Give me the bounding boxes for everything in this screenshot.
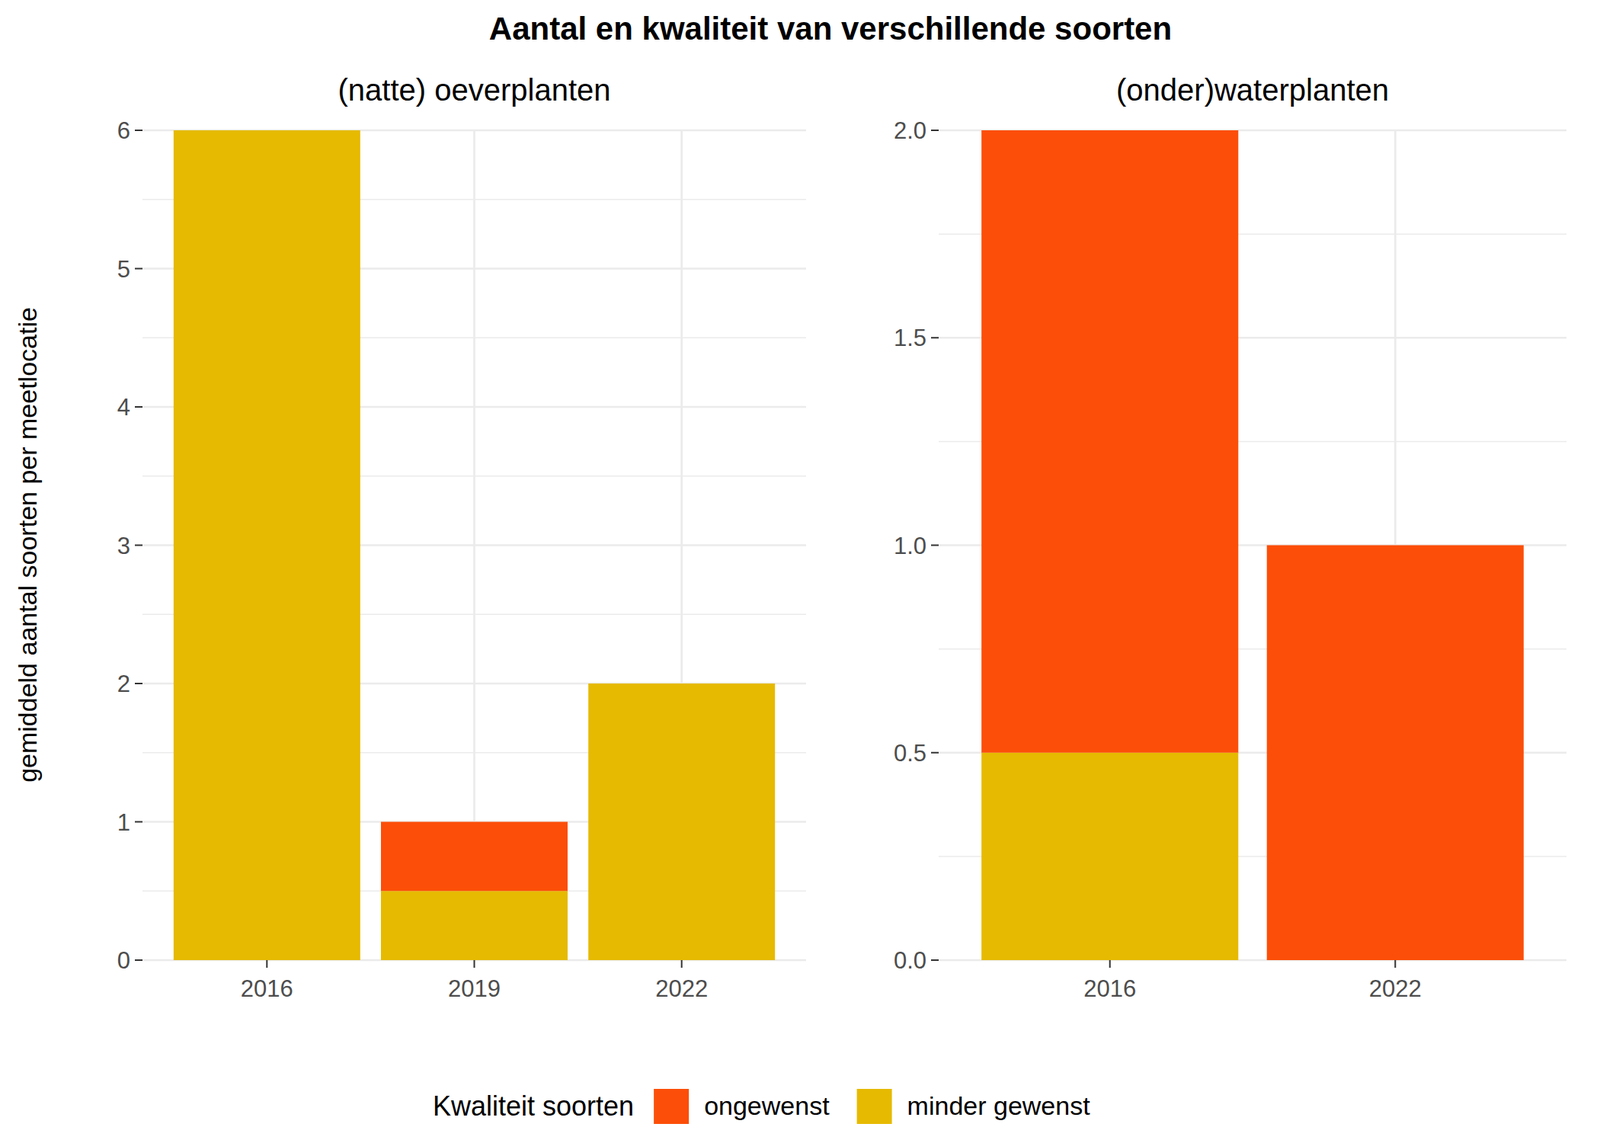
legend-title: Kwaliteit soorten (432, 1090, 634, 1122)
y-tick-label: 6 (117, 117, 131, 144)
y-axis-label: gemiddeld aantal soorten per meetlocatie (12, 307, 42, 783)
legend-swatch: minder gewenst (857, 1088, 893, 1124)
bars (981, 130, 1524, 960)
bar (981, 130, 1239, 753)
y-tick (931, 752, 939, 754)
y-tick (931, 336, 939, 339)
bar (380, 822, 568, 892)
y-tick-label: 2.0 (893, 117, 927, 144)
x-tick (681, 960, 683, 968)
y-tick (134, 406, 143, 408)
y-tick (134, 129, 143, 132)
x-tick-label: 2019 (448, 975, 501, 1002)
bar (588, 683, 775, 960)
bar (1267, 545, 1524, 961)
y-tick (134, 682, 143, 685)
y-tick (931, 959, 939, 961)
legend: Kwaliteit soorten ongewenst ongewenst minde… (432, 1088, 1091, 1124)
x-tick (473, 960, 476, 968)
panel: (onder)waterplanten 0.0 0.5 1.0 1.5 2.0 2016 20… (893, 73, 1567, 1002)
x-tick-label: 2016 (240, 975, 294, 1002)
x-tick (1109, 960, 1111, 968)
y-tick-label: 0.5 (893, 739, 927, 767)
x-tick (1394, 960, 1396, 968)
bar (173, 130, 361, 132)
x-tick (265, 960, 268, 968)
y-tick-label: 2 (117, 670, 131, 698)
y-tick (134, 959, 143, 961)
y-tick-label: 1.5 (893, 324, 927, 352)
x-tick-label: 2022 (1369, 975, 1422, 1002)
y-tick (134, 821, 143, 823)
y-tick-label: 1.0 (893, 532, 927, 560)
x-tick-label: 2022 (655, 975, 708, 1002)
bars (173, 130, 775, 960)
y-tick (134, 268, 143, 270)
y-tick (134, 544, 143, 547)
title: Aantal en kwaliteit van verschillende so… (489, 10, 1172, 47)
panel: (natte) oeverplanten 0 1 2 3 4 5 6 2016 2019 2022 (117, 73, 807, 1002)
y-tick (931, 544, 939, 547)
legend-swatch: ongewenst (653, 1088, 689, 1124)
bar (173, 130, 361, 960)
y-tick-label: 0.0 (893, 947, 927, 974)
subtitle: (onder)waterplanten (1116, 73, 1389, 107)
y-tick-label: 4 (117, 393, 131, 421)
y-tick-label: 5 (117, 256, 131, 283)
y-tick-label: 1 (117, 809, 131, 836)
legend-label: minder gewenst (907, 1091, 1092, 1120)
chart: Aantal en kwaliteit van verschillende so… (0, 0, 1600, 1143)
subtitle: (natte) oeverplanten (337, 73, 611, 107)
bar (981, 752, 1239, 960)
background (0, 0, 1600, 1143)
legend-label: ongewenst (704, 1091, 830, 1120)
y-tick (931, 129, 939, 132)
x-tick-label: 2016 (1083, 975, 1136, 1002)
bar (380, 890, 568, 960)
y-tick-label: 3 (117, 532, 131, 560)
bar (588, 683, 775, 685)
y-tick-label: 0 (117, 947, 131, 974)
